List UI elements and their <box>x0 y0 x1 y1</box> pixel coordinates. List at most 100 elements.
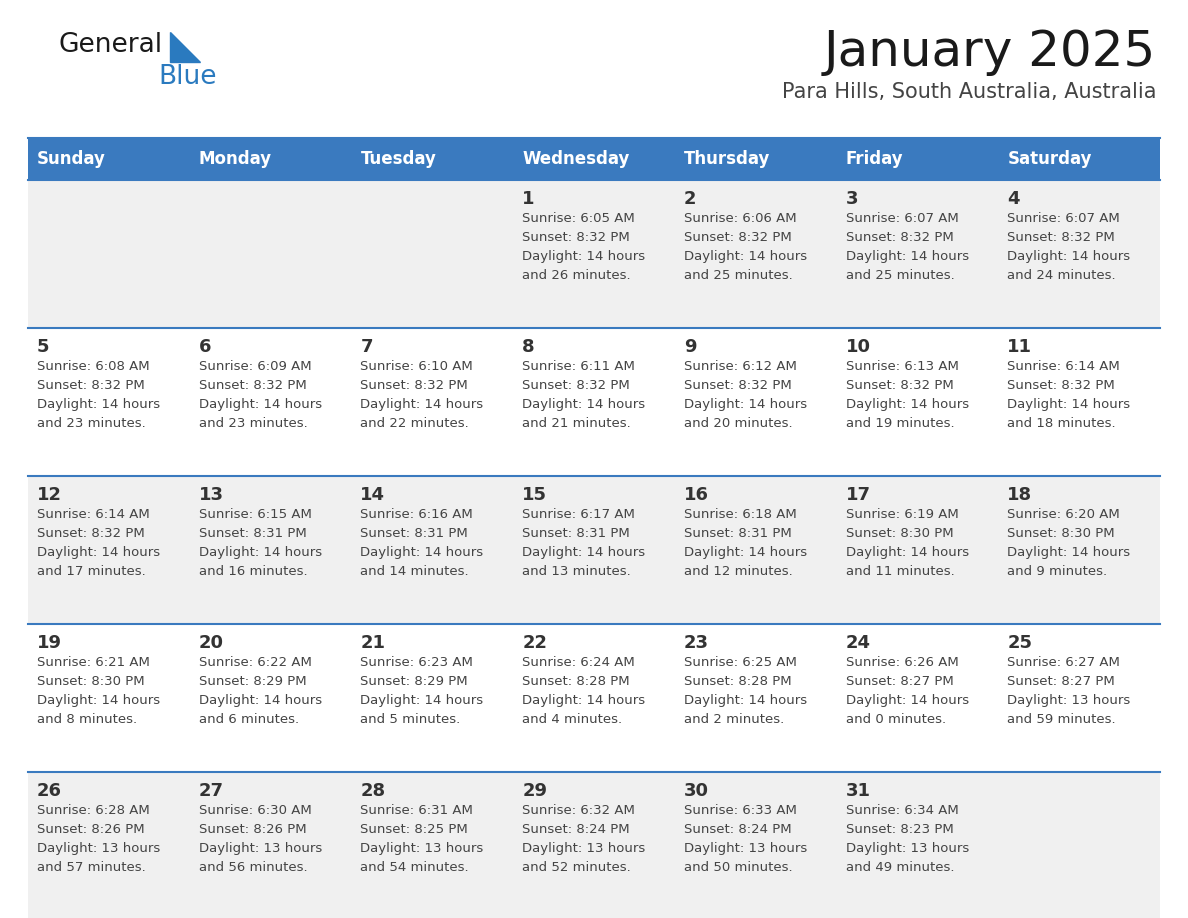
Text: and 16 minutes.: and 16 minutes. <box>198 565 308 578</box>
Bar <box>513 476 675 624</box>
Text: 5: 5 <box>37 338 50 356</box>
Text: and 17 minutes.: and 17 minutes. <box>37 565 146 578</box>
Text: and 4 minutes.: and 4 minutes. <box>523 713 623 726</box>
Text: Sunrise: 6:30 AM: Sunrise: 6:30 AM <box>198 804 311 817</box>
Bar <box>352 328 513 476</box>
Bar <box>29 624 190 772</box>
Bar <box>190 624 352 772</box>
Text: Sunrise: 6:16 AM: Sunrise: 6:16 AM <box>360 508 473 521</box>
Text: Sunset: 8:32 PM: Sunset: 8:32 PM <box>684 231 791 244</box>
Text: Sunday: Sunday <box>37 150 106 168</box>
Bar <box>29 328 190 476</box>
Text: and 24 minutes.: and 24 minutes. <box>1007 269 1116 282</box>
Text: Sunset: 8:26 PM: Sunset: 8:26 PM <box>37 823 145 836</box>
Text: and 21 minutes.: and 21 minutes. <box>523 417 631 430</box>
Text: Daylight: 14 hours: Daylight: 14 hours <box>37 694 160 707</box>
Text: Daylight: 14 hours: Daylight: 14 hours <box>846 546 968 559</box>
Text: Sunset: 8:32 PM: Sunset: 8:32 PM <box>684 379 791 392</box>
Bar <box>998 476 1159 624</box>
Text: and 23 minutes.: and 23 minutes. <box>198 417 308 430</box>
Bar <box>29 476 190 624</box>
Text: Blue: Blue <box>158 64 216 90</box>
Text: Daylight: 14 hours: Daylight: 14 hours <box>523 694 645 707</box>
Text: and 18 minutes.: and 18 minutes. <box>1007 417 1116 430</box>
Bar <box>836 624 998 772</box>
Bar <box>29 772 190 918</box>
Text: and 14 minutes.: and 14 minutes. <box>360 565 469 578</box>
Bar <box>513 772 675 918</box>
Text: Sunset: 8:29 PM: Sunset: 8:29 PM <box>198 675 307 688</box>
Text: 23: 23 <box>684 634 709 652</box>
Bar <box>352 476 513 624</box>
Text: 11: 11 <box>1007 338 1032 356</box>
Text: Thursday: Thursday <box>684 150 770 168</box>
Text: and 19 minutes.: and 19 minutes. <box>846 417 954 430</box>
Text: and 11 minutes.: and 11 minutes. <box>846 565 954 578</box>
Text: and 2 minutes.: and 2 minutes. <box>684 713 784 726</box>
Text: Daylight: 14 hours: Daylight: 14 hours <box>684 250 807 263</box>
Bar <box>998 772 1159 918</box>
Text: Daylight: 14 hours: Daylight: 14 hours <box>198 398 322 411</box>
Text: Sunrise: 6:07 AM: Sunrise: 6:07 AM <box>1007 212 1120 225</box>
Text: 6: 6 <box>198 338 211 356</box>
Text: 7: 7 <box>360 338 373 356</box>
Text: 24: 24 <box>846 634 871 652</box>
Text: Sunset: 8:32 PM: Sunset: 8:32 PM <box>360 379 468 392</box>
Text: Daylight: 14 hours: Daylight: 14 hours <box>684 398 807 411</box>
Text: and 50 minutes.: and 50 minutes. <box>684 861 792 874</box>
Text: Daylight: 14 hours: Daylight: 14 hours <box>198 546 322 559</box>
Text: Sunrise: 6:14 AM: Sunrise: 6:14 AM <box>1007 360 1120 373</box>
Text: January 2025: January 2025 <box>823 28 1156 76</box>
Text: Daylight: 13 hours: Daylight: 13 hours <box>684 842 807 855</box>
Bar <box>190 138 352 180</box>
Text: Sunset: 8:24 PM: Sunset: 8:24 PM <box>523 823 630 836</box>
Bar <box>675 772 836 918</box>
Text: and 57 minutes.: and 57 minutes. <box>37 861 146 874</box>
Text: 4: 4 <box>1007 190 1019 208</box>
Text: Sunset: 8:28 PM: Sunset: 8:28 PM <box>684 675 791 688</box>
Bar <box>675 328 836 476</box>
Text: Sunrise: 6:20 AM: Sunrise: 6:20 AM <box>1007 508 1120 521</box>
Bar <box>29 138 190 180</box>
Text: 14: 14 <box>360 486 385 504</box>
Text: Sunset: 8:24 PM: Sunset: 8:24 PM <box>684 823 791 836</box>
Bar <box>513 180 675 328</box>
Bar <box>352 772 513 918</box>
Text: Sunrise: 6:05 AM: Sunrise: 6:05 AM <box>523 212 634 225</box>
Bar <box>836 772 998 918</box>
Text: and 59 minutes.: and 59 minutes. <box>1007 713 1116 726</box>
Text: Sunset: 8:31 PM: Sunset: 8:31 PM <box>684 527 791 540</box>
Text: Daylight: 14 hours: Daylight: 14 hours <box>360 694 484 707</box>
Text: 12: 12 <box>37 486 62 504</box>
Text: and 8 minutes.: and 8 minutes. <box>37 713 137 726</box>
Polygon shape <box>170 32 200 62</box>
Text: 13: 13 <box>198 486 223 504</box>
Text: 19: 19 <box>37 634 62 652</box>
Bar <box>352 624 513 772</box>
Text: and 22 minutes.: and 22 minutes. <box>360 417 469 430</box>
Text: and 6 minutes.: and 6 minutes. <box>198 713 299 726</box>
Text: Sunset: 8:32 PM: Sunset: 8:32 PM <box>37 379 145 392</box>
Text: and 9 minutes.: and 9 minutes. <box>1007 565 1107 578</box>
Text: Sunrise: 6:28 AM: Sunrise: 6:28 AM <box>37 804 150 817</box>
Text: Sunrise: 6:21 AM: Sunrise: 6:21 AM <box>37 656 150 669</box>
Text: Sunset: 8:32 PM: Sunset: 8:32 PM <box>523 231 630 244</box>
Text: Sunset: 8:26 PM: Sunset: 8:26 PM <box>198 823 307 836</box>
Text: Daylight: 14 hours: Daylight: 14 hours <box>846 694 968 707</box>
Bar <box>190 328 352 476</box>
Text: Sunset: 8:28 PM: Sunset: 8:28 PM <box>523 675 630 688</box>
Text: 27: 27 <box>198 782 223 800</box>
Text: Sunset: 8:27 PM: Sunset: 8:27 PM <box>846 675 953 688</box>
Text: Sunset: 8:32 PM: Sunset: 8:32 PM <box>198 379 307 392</box>
Bar <box>836 138 998 180</box>
Text: 30: 30 <box>684 782 709 800</box>
Text: Sunrise: 6:11 AM: Sunrise: 6:11 AM <box>523 360 636 373</box>
Text: Daylight: 14 hours: Daylight: 14 hours <box>360 546 484 559</box>
Text: Daylight: 13 hours: Daylight: 13 hours <box>523 842 645 855</box>
Bar <box>998 328 1159 476</box>
Text: Sunset: 8:30 PM: Sunset: 8:30 PM <box>846 527 953 540</box>
Text: and 56 minutes.: and 56 minutes. <box>198 861 308 874</box>
Text: Daylight: 13 hours: Daylight: 13 hours <box>198 842 322 855</box>
Text: Daylight: 13 hours: Daylight: 13 hours <box>1007 694 1131 707</box>
Text: Sunrise: 6:32 AM: Sunrise: 6:32 AM <box>523 804 636 817</box>
